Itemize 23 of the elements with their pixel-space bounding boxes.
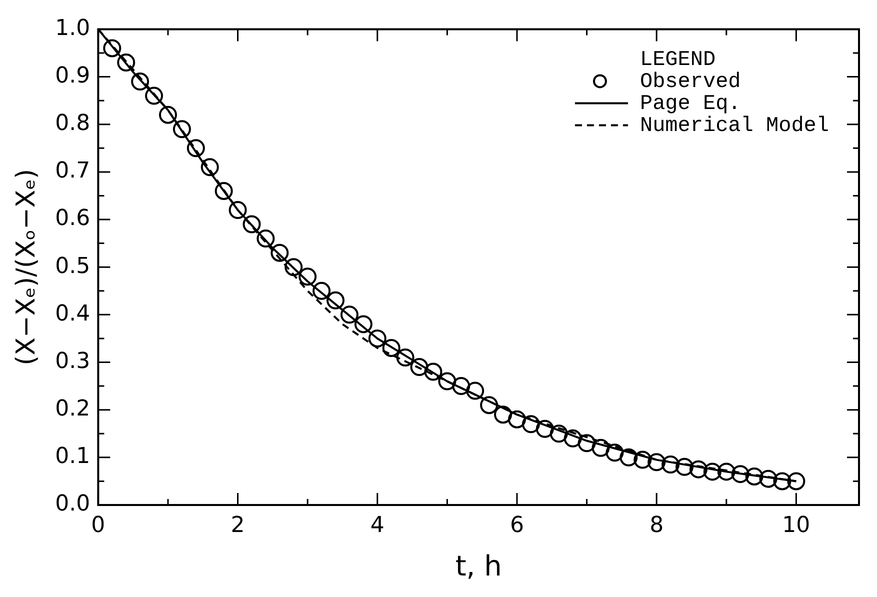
y-tick-label: 0.1 (55, 444, 90, 470)
x-tick-label: 10 (782, 512, 810, 538)
legend-label: Observed (640, 70, 741, 94)
x-axis-title: t, h (455, 549, 502, 582)
x-tick-label: 4 (370, 512, 384, 538)
y-tick-label: 0.7 (55, 158, 90, 184)
x-tick-label: 6 (510, 512, 524, 538)
legend-label: Numerical Model (640, 114, 829, 138)
x-tick-label: 0 (91, 512, 106, 538)
y-tick-label: 0.5 (55, 254, 90, 279)
x-tick-label: 2 (230, 512, 245, 538)
y-axis-title: (X−Xₑ)/(Xₒ−Xₑ) (11, 168, 42, 366)
legend-label: Page Eq. (640, 92, 741, 116)
y-tick-label: 0.4 (55, 301, 90, 326)
y-tick-label: 0.2 (55, 396, 90, 422)
y-tick-label: 0.9 (55, 64, 90, 88)
y-tick-label: 0.0 (55, 492, 90, 517)
legend-title: LEGEND (640, 48, 716, 72)
y-tick-label: 0.8 (55, 111, 90, 136)
y-tick-label: 0.3 (55, 348, 90, 374)
y-tick-label: 0.6 (55, 206, 90, 232)
y-tick-label: 1.0 (55, 16, 90, 41)
x-tick-label: 8 (650, 512, 664, 538)
